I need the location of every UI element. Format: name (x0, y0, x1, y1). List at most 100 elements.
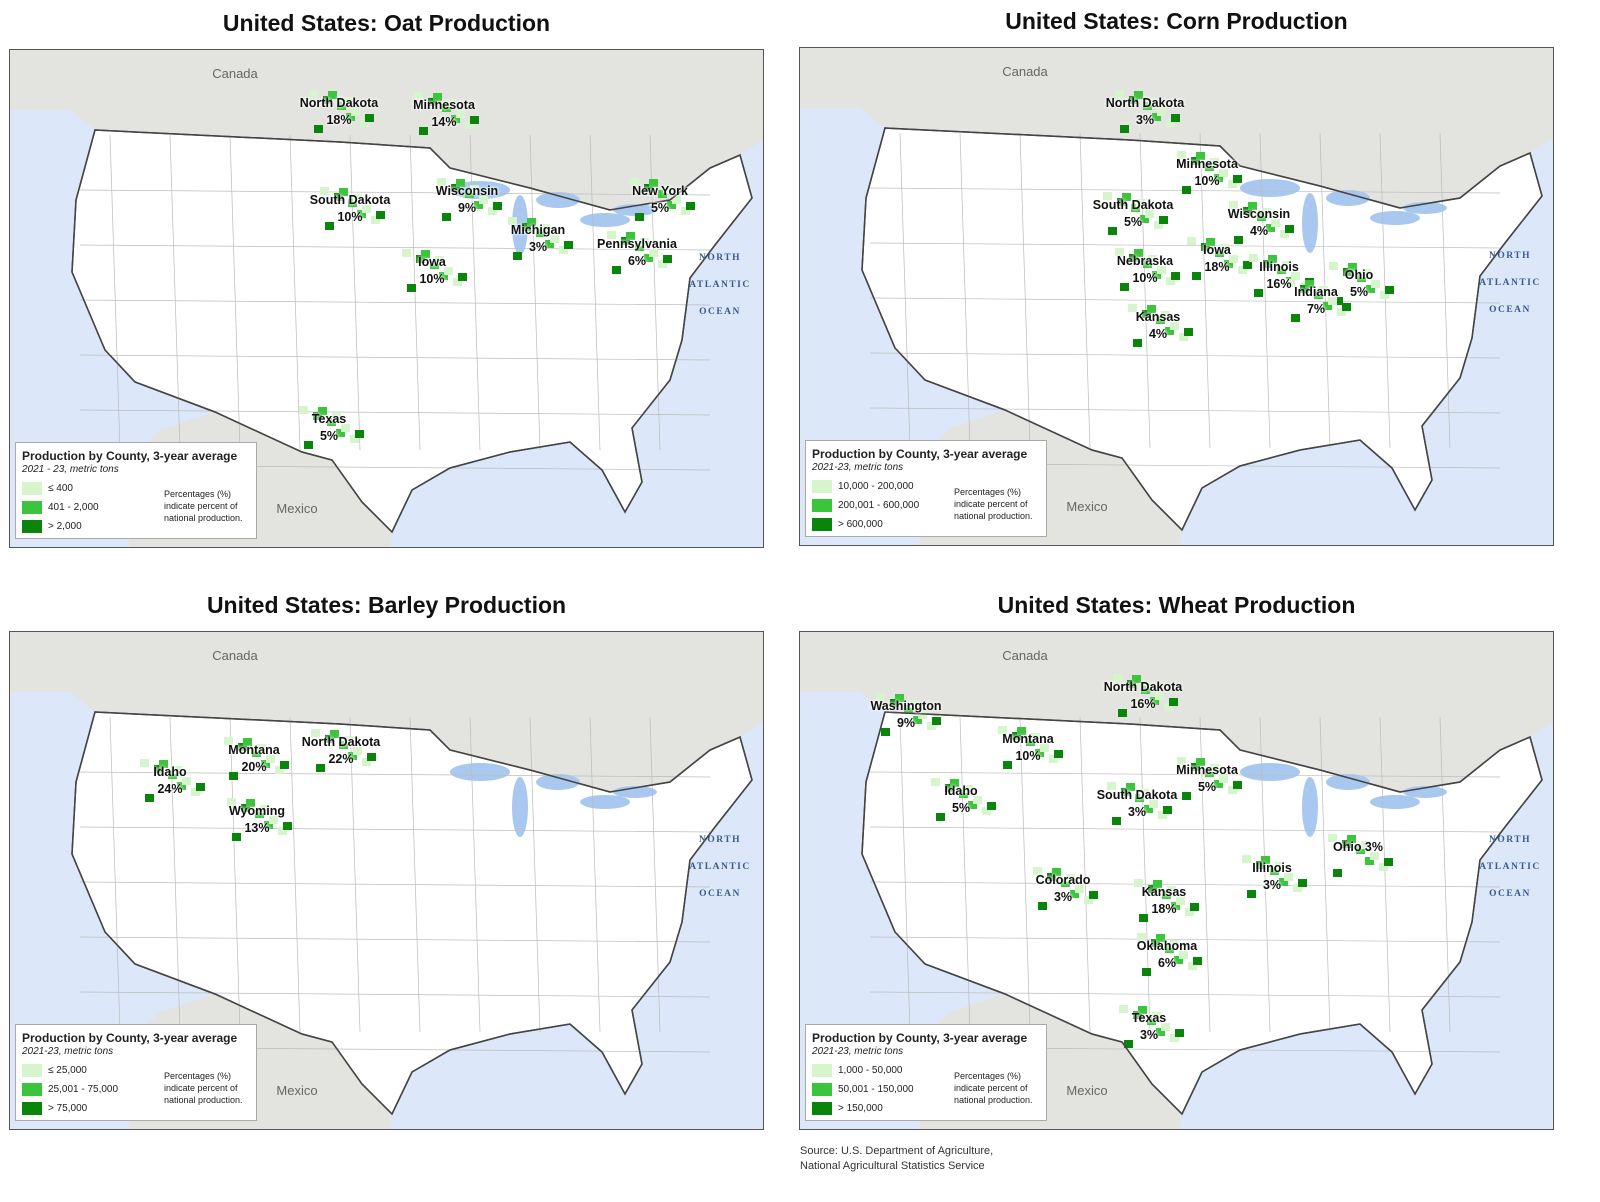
state-name: Indiana (1294, 285, 1338, 299)
state-label: North Dakota 18% (300, 95, 378, 129)
great-lake (580, 213, 630, 227)
county-fill (1119, 1005, 1128, 1013)
county-fill (1347, 835, 1356, 843)
state-percent: 5% (1123, 215, 1143, 229)
state-percent: 3% (1053, 890, 1073, 904)
ocean-label: NORTH ATLANTIC OCEAN (689, 827, 750, 908)
great-lake (512, 195, 528, 255)
county-fill (1365, 857, 1374, 865)
county-fill (1266, 224, 1275, 232)
county-fill (1143, 102, 1152, 110)
great-lake (1326, 190, 1370, 206)
county-fill (1254, 289, 1263, 297)
county-fill (238, 743, 247, 751)
county-fill (332, 413, 341, 421)
legend: Production by County, 3-year average 2021… (805, 440, 1047, 537)
county-fill (559, 246, 568, 254)
county-fill (1214, 174, 1223, 182)
county-fill (1286, 279, 1295, 287)
county-fill (1049, 755, 1058, 763)
legend-swatch (812, 498, 832, 512)
county-fill (1342, 840, 1351, 848)
county-fill (1137, 933, 1146, 941)
county-fill (173, 766, 182, 774)
county-fill (1229, 255, 1238, 263)
county-fill (1152, 113, 1161, 121)
legend-swatch (812, 479, 832, 493)
legend-item: ≤ 400 (22, 481, 73, 495)
county-fill (1248, 202, 1257, 210)
county-fill (1142, 968, 1151, 976)
legend-item: > 75,000 (22, 1101, 87, 1115)
county-fill (686, 202, 695, 210)
county-fill (1148, 97, 1157, 105)
state-line (1079, 132, 1091, 449)
great-lake (1326, 774, 1370, 790)
county-fill (644, 254, 653, 262)
legend-item: 10,000 - 200,000 (812, 479, 914, 493)
state-name: Idaho (153, 765, 187, 779)
county-fill (1040, 744, 1049, 752)
legend-swatch (812, 517, 832, 531)
state-line (869, 242, 1501, 249)
map-panel: Canada Mexico NORTH ATLANTIC OCEAN Montana 20%… (9, 631, 764, 1130)
county-fill (1156, 934, 1165, 942)
county-fill (1191, 157, 1200, 165)
state-percent: 3% (528, 240, 548, 254)
county-fill (342, 97, 351, 105)
county-fill (1329, 262, 1338, 270)
county-fill (881, 728, 890, 736)
state-percent: 3% (1135, 113, 1155, 127)
county-fill (1185, 908, 1194, 916)
county-fill (1113, 674, 1122, 682)
county-fill (635, 243, 644, 251)
mexico-label: Mexico (1066, 499, 1108, 514)
ocean-label: NORTH ATLANTIC OCEAN (1479, 243, 1540, 324)
county-fill (1052, 868, 1061, 876)
county-fill (309, 90, 318, 98)
state-name: North Dakota (299, 96, 379, 110)
state-line (1379, 716, 1391, 1033)
legend-note: Percentages (%) indicate percent of nati… (164, 1071, 243, 1105)
state-line (409, 716, 421, 1033)
state-label: Minnesota 5% (1176, 762, 1238, 796)
county-fill (1371, 280, 1380, 288)
state-percent: 20% (241, 760, 267, 774)
state-line (79, 189, 711, 196)
great-lake (1240, 179, 1300, 197)
state-line (869, 771, 1501, 778)
state-label: Nebraska 10% (1117, 253, 1173, 287)
ocean-word: OCEAN (1489, 305, 1531, 315)
county-fill (1141, 686, 1150, 694)
state-label: North Dakota 3% (1106, 95, 1184, 129)
state-name: South Dakota (1092, 198, 1174, 212)
state-name: Minnesota (1176, 763, 1238, 777)
county-fill (513, 252, 522, 260)
county-fill (1191, 763, 1200, 771)
county-fill (1133, 1011, 1142, 1019)
county-fill (316, 764, 325, 772)
state-line (79, 244, 711, 251)
state-label: Idaho 5% (944, 783, 977, 817)
canada-label: Canada (1002, 648, 1048, 663)
state-line (899, 716, 911, 1033)
county-fill (1370, 852, 1379, 860)
state-percent: 6% (1157, 956, 1177, 970)
county-fill (337, 102, 346, 110)
county-fill (407, 284, 416, 292)
legend-item: 1,000 - 50,000 (812, 1063, 903, 1077)
state-line (1019, 716, 1031, 1033)
county-fill (447, 99, 456, 107)
state-percent: 16% (1266, 277, 1292, 291)
county-fill (456, 179, 465, 187)
county-fill (1164, 703, 1173, 711)
state-line (589, 134, 601, 451)
county-fill (1156, 316, 1165, 324)
county-fill (1323, 302, 1332, 310)
county-fill (1132, 675, 1141, 683)
state-label: Iowa 18% (1203, 242, 1231, 276)
legend-swatch (812, 1063, 832, 1077)
state-label: Texas 3% (1132, 1010, 1167, 1044)
county-fill (1220, 244, 1229, 252)
state-label: Colorado 3% (1036, 872, 1091, 906)
